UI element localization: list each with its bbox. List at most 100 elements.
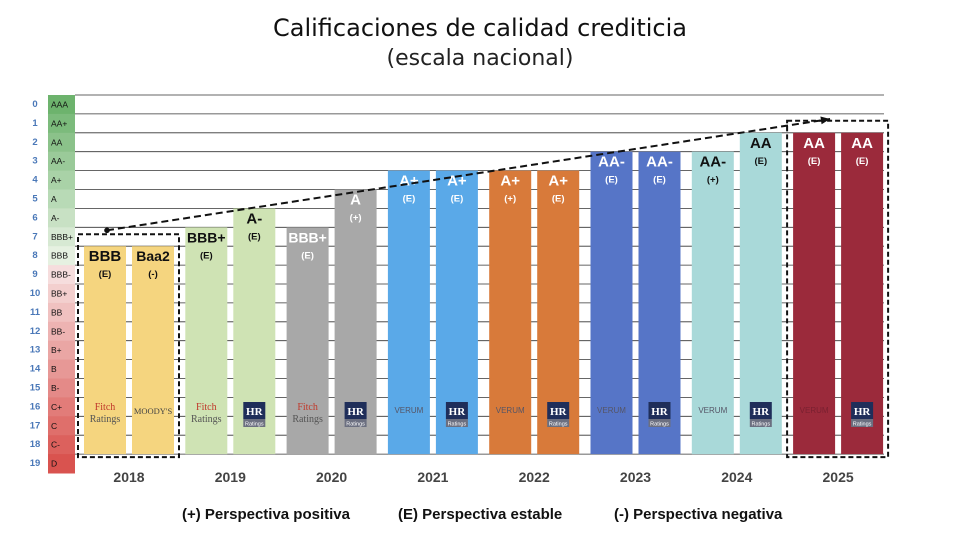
fitch-logo: Fitch	[95, 402, 116, 413]
outlook-label: (E)	[856, 156, 869, 167]
scale-cell	[48, 321, 75, 342]
scale-cell	[48, 246, 75, 266]
scale-rating-label: BB-	[51, 326, 65, 336]
scale-number-label: 15	[30, 382, 41, 393]
rating-label: A+	[399, 173, 419, 190]
hr-logo-box	[445, 402, 468, 419]
outlook-label: (E)	[403, 194, 416, 205]
scale-rating-label: AAA	[51, 99, 68, 109]
scale-cell	[48, 359, 75, 379]
scale-number-label: 3	[32, 156, 37, 167]
hr-logo-sub: Ratings	[853, 422, 872, 428]
scale-cell	[48, 227, 75, 247]
scale-rating-label: BB+	[51, 288, 67, 298]
scale-cell	[48, 170, 75, 190]
scale-rating-label: A+	[51, 175, 62, 185]
scale-rating-label: C-	[51, 440, 60, 450]
hr-logo: HR	[753, 406, 771, 418]
scale-number-label: 17	[30, 420, 41, 431]
scale-cell	[48, 435, 75, 455]
scale-number-label: 8	[32, 250, 37, 261]
scale-number-label: 0	[32, 99, 37, 110]
rating-label: A+	[500, 173, 520, 190]
outlook-label: (E)	[301, 250, 314, 261]
scale-number-label: 5	[32, 193, 38, 204]
rating-label: AA	[803, 135, 825, 152]
hr-logo-sub-box	[851, 419, 874, 427]
verum-logo: VERUM	[597, 406, 626, 415]
scale-number-label: 4	[32, 175, 38, 186]
scale-cell	[48, 189, 75, 209]
chart-title: Calificaciones de calidad crediticia	[273, 14, 687, 42]
rating-label: BBB+	[187, 229, 226, 245]
rating-bar	[387, 170, 430, 455]
scale-number-label: 9	[32, 269, 37, 280]
scale-cell	[48, 454, 75, 474]
verum-logo: VERUM	[496, 406, 525, 415]
year-label: 2020	[316, 469, 347, 485]
hr-logo-sub: Ratings	[448, 422, 467, 428]
legend-positive: (+) Perspectiva positiva	[182, 506, 350, 523]
hr-logo-sub-box	[344, 419, 367, 427]
moodys-logo: MOODY'S	[134, 406, 173, 416]
rating-bar	[286, 227, 329, 455]
scale-number-label: 18	[30, 439, 41, 450]
scale-rating-label: B+	[51, 345, 62, 355]
scale-rating-label: BB	[51, 307, 63, 317]
scale-number-label: 13	[30, 345, 41, 356]
scale-cell	[48, 95, 75, 115]
hr-logo: HR	[449, 406, 467, 418]
hr-logo-box	[344, 402, 367, 419]
hr-logo-sub: Ratings	[549, 422, 568, 428]
rating-bar	[739, 132, 782, 455]
scale-rating-label: C+	[51, 402, 62, 412]
hr-logo-box	[851, 402, 874, 419]
scale-cell	[48, 132, 75, 153]
legend-stable: (E) Perspectiva estable	[398, 506, 563, 523]
scale-number-label: 12	[30, 326, 41, 337]
scale-rating-label: AA-	[51, 156, 65, 166]
scale-number-label: 6	[32, 212, 37, 223]
hr-logo-box	[547, 402, 570, 419]
scale-cell	[48, 340, 75, 361]
trend-arrow-head	[820, 116, 831, 125]
rating-label: Baa2	[136, 248, 170, 264]
scale-rating-label: C	[51, 421, 57, 431]
scale-cell	[48, 265, 75, 285]
rating-label: AA-	[646, 154, 673, 171]
hr-logo-sub-box	[547, 419, 570, 427]
scale-cell	[48, 284, 75, 304]
fitch-logo: Fitch	[297, 402, 318, 413]
hr-logo: HR	[347, 406, 365, 418]
rating-label: A+	[447, 173, 467, 190]
scale-cell	[48, 151, 75, 172]
rating-bar	[84, 246, 126, 455]
scale-number-label: 19	[30, 458, 41, 469]
scale-cell	[48, 397, 75, 417]
scale-cell	[48, 416, 75, 436]
scale-cell	[48, 208, 75, 228]
chart-subtitle: (escala nacional)	[386, 46, 574, 71]
verum-logo: VERUM	[698, 406, 727, 415]
scale-number-label: 14	[30, 364, 41, 375]
rating-bar	[841, 132, 884, 455]
year-label: 2019	[215, 469, 246, 485]
outlook-label: (E)	[808, 156, 821, 167]
scale-rating-label: B-	[51, 383, 60, 393]
scale-cell	[48, 302, 75, 323]
hr-logo-box	[749, 402, 772, 419]
scale-number-label: 10	[30, 288, 41, 299]
scale-number-label: 11	[30, 307, 41, 318]
rating-bar	[590, 151, 633, 455]
hr-logo: HR	[854, 406, 872, 418]
outlook-label: (+)	[707, 175, 719, 186]
scale-cell	[48, 378, 75, 398]
hr-logo-sub: Ratings	[650, 422, 669, 428]
outlook-label: (E)	[605, 175, 618, 186]
year-label: 2018	[113, 469, 144, 485]
scale-number-label: 1	[32, 118, 38, 129]
scale-rating-label: BBB	[51, 251, 68, 261]
hr-logo-sub: Ratings	[751, 422, 770, 428]
hr-logo-sub: Ratings	[346, 422, 365, 428]
